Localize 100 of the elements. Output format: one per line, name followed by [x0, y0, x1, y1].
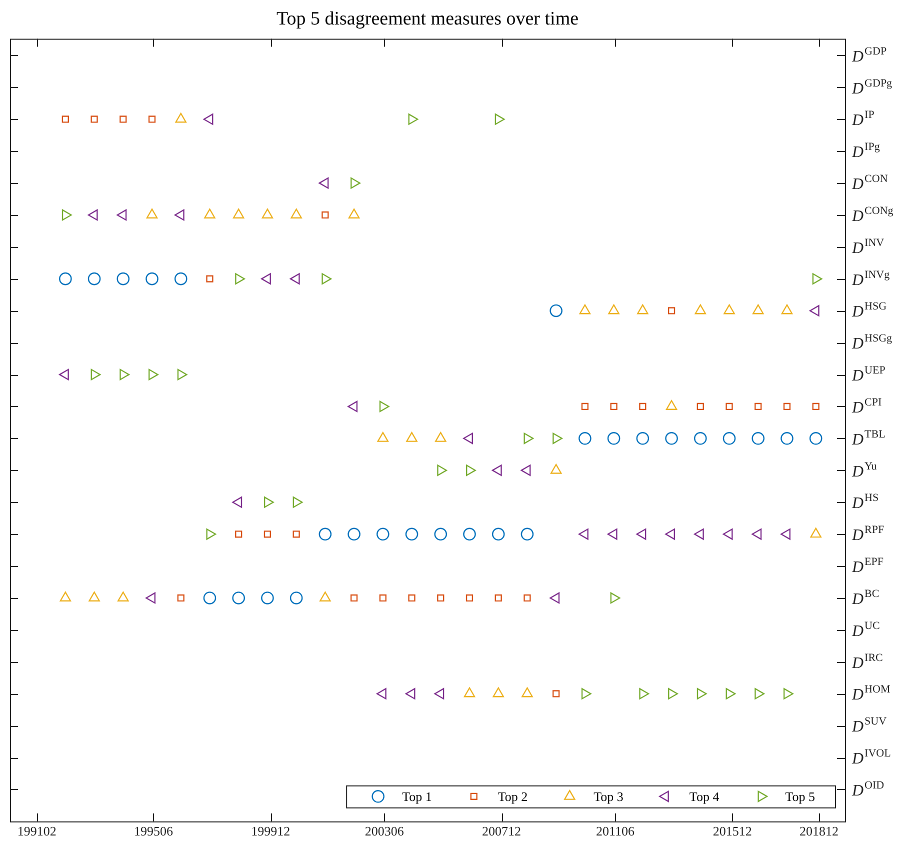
point [262, 208, 274, 218]
point [322, 211, 329, 219]
point [146, 592, 156, 604]
point [177, 368, 188, 380]
point [781, 304, 793, 314]
point [318, 528, 332, 541]
point [694, 432, 707, 445]
point [550, 304, 562, 318]
point [696, 402, 704, 410]
point [724, 304, 735, 314]
point [581, 688, 592, 700]
point [726, 688, 736, 700]
point [377, 432, 389, 442]
point [522, 687, 533, 698]
point [610, 592, 620, 604]
point [350, 594, 358, 602]
point [62, 209, 72, 221]
point [290, 592, 303, 604]
point [466, 594, 474, 602]
point [292, 496, 303, 508]
point [464, 687, 476, 698]
point [379, 400, 390, 412]
point [59, 272, 72, 286]
point [406, 432, 418, 442]
point [812, 273, 822, 284]
point [492, 528, 505, 541]
x-tick-label: 199102 [17, 824, 56, 839]
point [118, 592, 129, 602]
point [264, 496, 274, 508]
point [668, 307, 676, 314]
point [322, 273, 332, 284]
chart-title: Top 5 disagreement measures over time [276, 8, 579, 30]
legend-label: Top 2 [498, 788, 528, 804]
point [408, 114, 418, 125]
point [636, 432, 650, 445]
point [812, 402, 820, 410]
point [752, 432, 765, 445]
point [492, 687, 504, 698]
point [494, 594, 502, 602]
point [62, 116, 69, 123]
point [639, 688, 650, 700]
point [752, 304, 764, 314]
point [320, 592, 331, 602]
point [206, 275, 214, 282]
point [437, 594, 444, 602]
point [235, 530, 242, 538]
point [348, 208, 360, 218]
point [90, 368, 101, 380]
point [232, 592, 245, 604]
point [694, 304, 706, 314]
point [90, 116, 98, 123]
point [578, 432, 592, 445]
point [261, 592, 274, 604]
point [466, 464, 476, 476]
point [754, 688, 765, 700]
x-tick-label: 200712 [482, 824, 522, 839]
point [810, 528, 822, 538]
point [524, 432, 534, 444]
x-tick-label: 199506 [134, 824, 174, 839]
point [264, 530, 272, 538]
point [120, 116, 127, 123]
point [148, 368, 158, 380]
point [350, 177, 360, 189]
point [783, 688, 794, 700]
point [146, 208, 158, 218]
point [608, 304, 620, 314]
point [607, 432, 620, 445]
point [437, 464, 448, 476]
point [494, 114, 505, 125]
point [379, 594, 386, 602]
point [610, 402, 618, 410]
point [348, 528, 360, 541]
point [88, 592, 100, 602]
point [232, 496, 242, 508]
point [290, 208, 302, 218]
point [665, 432, 678, 445]
point [666, 400, 678, 410]
point [754, 402, 762, 410]
point [146, 272, 158, 286]
point [376, 528, 390, 541]
point [780, 432, 794, 445]
point [59, 368, 69, 380]
point [637, 304, 648, 314]
point [235, 273, 245, 284]
point [520, 528, 534, 541]
point [177, 594, 184, 602]
point [88, 272, 101, 286]
x-tick-label: 201106 [596, 824, 636, 839]
point [204, 208, 216, 218]
point [726, 402, 733, 410]
legend-label: Top 1 [402, 788, 432, 804]
point [696, 688, 707, 700]
point [463, 528, 476, 541]
legend-label: Top 3 [594, 788, 624, 804]
point [348, 400, 358, 412]
legend-label: Top 5 [785, 788, 816, 804]
point [206, 528, 216, 540]
x-tick-label: 201512 [712, 824, 752, 839]
point [148, 116, 156, 123]
point [408, 594, 416, 602]
